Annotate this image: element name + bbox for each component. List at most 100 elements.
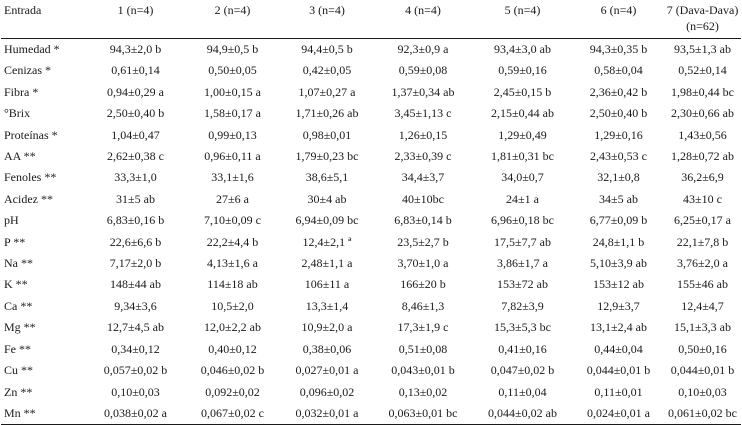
table-cell: 0,42±0,05	[302, 63, 352, 78]
row-label: Mg **	[4, 320, 36, 335]
table-cell: 34±5 ab	[599, 191, 638, 206]
table-cell: 6,77±0,09 b	[589, 213, 648, 228]
table-cell: 2,48±1,1 a	[301, 256, 353, 271]
table-cell: 1,28±0,72 ab	[671, 149, 734, 164]
table-cell: 7,10±0,09 c	[204, 213, 261, 228]
table-cell: 12,7±4,5 ab	[107, 320, 164, 335]
column-header-1: 1 (n=4)	[86, 0, 185, 39]
table-cell: 1,07±0,27 a	[298, 84, 356, 99]
table-cell: 0,44±0,04	[594, 341, 643, 356]
table-row: Proteínas * 1,04±0,47 0,99±0,13 0,98±0,01 1,…	[1, 125, 741, 146]
table-cell: 0,51±0,08	[398, 341, 448, 356]
table-cell: 12,0±2,2 ab	[204, 320, 261, 335]
table-cell: 0,092±0,02	[205, 384, 260, 399]
row-label: Acidez **	[4, 191, 53, 206]
table-cell: 1,04±0,47	[111, 127, 160, 142]
table-cell: 12,4±2,1 ª	[302, 234, 352, 249]
row-label: pH	[4, 213, 19, 228]
row-label: Proteínas *	[4, 127, 58, 142]
table-row: Ca ** 9,34±3,6 10,5±2,0 13,3±1,4 8,46±1,3 7,8…	[1, 296, 741, 317]
table-cell: 0,40±0,12	[208, 341, 257, 356]
table-cell: 32,1±0,8	[597, 170, 640, 185]
table-cell: 4,13±1,6 a	[207, 256, 258, 271]
table-cell: 34,0±0,7	[501, 170, 544, 185]
table-cell: 0,024±0,01 a	[573, 402, 664, 425]
table-cell: 2,30±0,66 ab	[671, 106, 734, 121]
table-cell: 1,43±0,56	[678, 127, 727, 142]
table-cell: 0,61±0,14	[111, 63, 160, 78]
row-label: Fibra *	[4, 84, 39, 99]
table-cell: 15,3±5,3 bc	[494, 320, 551, 335]
table-cell: 40±10bc	[402, 191, 444, 206]
table-cell: 0,98±0,01	[302, 127, 352, 142]
table-cell: 0,10±0,03	[111, 384, 160, 399]
table-cell: 3,70±1,0 a	[397, 256, 449, 271]
table-cell: 9,34±3,6	[114, 298, 157, 313]
row-label: Cenizas *	[4, 63, 51, 78]
table-cell: 15,1±3,3 ab	[674, 320, 731, 335]
table-cell: 24,8±1,1 b	[592, 234, 645, 249]
table-cell: 114±18 ab	[207, 277, 258, 292]
table-cell: 93,5±1,3 ab	[674, 42, 731, 56]
table-cell: 23,5±2,7 b	[397, 234, 449, 249]
table-row: °Brix 2,50±0,40 b 1,58±0,17 a 1,71±0,26 ab 3…	[1, 103, 741, 124]
table-cell: 33,1±1,6	[211, 170, 254, 185]
column-header-2: 2 (n=4)	[185, 0, 280, 39]
table-cell: 0,11±0,04	[498, 384, 547, 399]
table-row: Cu ** 0,057±0,02 b 0,046±0,02 b 0,027±0,01 …	[1, 360, 741, 381]
table-cell: 0,58±0,04	[594, 63, 643, 78]
table-cell: 0,38±0,06	[302, 341, 352, 356]
table-cell: 0,10±0,03	[678, 384, 727, 399]
table-cell: 1,71±0,26 ab	[295, 106, 359, 121]
table-cell: 0,99±0,13	[208, 127, 257, 142]
table-cell: 94,9±0,5 b	[206, 42, 259, 56]
table-header-row: Entrada 1 (n=4) 2 (n=4) 3 (n=4) 4 (n=4) …	[1, 0, 741, 39]
table-cell: 22,6±6,6 b	[109, 234, 162, 249]
table-cell: 0,044±0,02 ab	[472, 402, 573, 425]
table-row: Fibra * 0,94±0,29 a 1,00±0,15 a 1,07±0,27 a…	[1, 82, 741, 103]
table-cell: 94,3±0,35 b	[589, 42, 648, 56]
table-row: Mn ** 0,038±0,02 a 0,067±0,02 c 0,032±0,01 …	[1, 402, 741, 425]
table-cell: 0,34±0,12	[111, 341, 160, 356]
table-cell: 0,027±0,01 a	[295, 363, 359, 378]
column-header-3: 3 (n=4)	[280, 0, 374, 39]
table-row: Na ** 7,17±2,0 b 4,13±1,6 a 2,48±1,1 a 3,70±…	[1, 253, 741, 274]
table-cell: 1,58±0,17 a	[204, 106, 261, 121]
table-cell: 0,046±0,02 b	[200, 363, 265, 378]
table-cell: 2,43±0,53 c	[590, 149, 647, 164]
column-header-entrada: Entrada	[1, 0, 86, 39]
table-cell: 0,096±0,02	[299, 384, 355, 399]
table-cell: 1,29±0,16	[594, 127, 643, 142]
table-cell: 0,59±0,08	[398, 63, 448, 78]
table-cell: 0,94±0,29 a	[107, 84, 164, 99]
table-cell: 2,50±0,40 b	[589, 106, 648, 121]
table-cell: 0,59±0,16	[498, 63, 547, 78]
table-row: Zn ** 0,10±0,03 0,092±0,02 0,096±0,02 0,13±0…	[1, 382, 741, 403]
table-cell: 0,047±0,02 b	[490, 363, 555, 378]
table-row: Acidez ** 31±5 ab 27±6 a 30±4 ab 40±10bc 24±1…	[1, 189, 741, 210]
table-cell: 38,6±5,1	[305, 170, 349, 185]
table-cell: 30±4 ab	[307, 191, 347, 206]
row-label: Ca **	[4, 298, 33, 313]
table-cell: 6,83±0,16 b	[106, 213, 165, 228]
table-cell: 0,044±0,01 b	[670, 363, 735, 378]
row-label: Zn **	[4, 384, 33, 399]
table-cell: 34,4±3,7	[401, 170, 445, 185]
table-cell: 3,45±1,13 c	[394, 106, 452, 121]
table-cell: 6,25±0,17 a	[674, 213, 731, 228]
table-cell: 7,17±2,0 b	[109, 256, 162, 271]
table-cell: 1,79±0,23 bc	[295, 149, 359, 164]
row-label: °Brix	[4, 106, 31, 121]
table-cell: 5,10±3,9 ab	[590, 256, 647, 271]
table-cell: 43±10 c	[683, 191, 722, 206]
table-cell: 31±5 ab	[116, 191, 155, 206]
table-cell: 17,5±7,7 ab	[494, 234, 551, 249]
table-cell: 155±46 ab	[677, 277, 728, 292]
row-label: Fenoles **	[4, 170, 57, 185]
column-header-4: 4 (n=4)	[374, 0, 472, 39]
table-cell: 10,5±2,0	[211, 298, 254, 313]
column-header-5: 5 (n=4)	[472, 0, 573, 39]
table-cell: 0,96±0,11 a	[204, 149, 261, 164]
table-cell: 22,2±4,4 b	[206, 234, 259, 249]
